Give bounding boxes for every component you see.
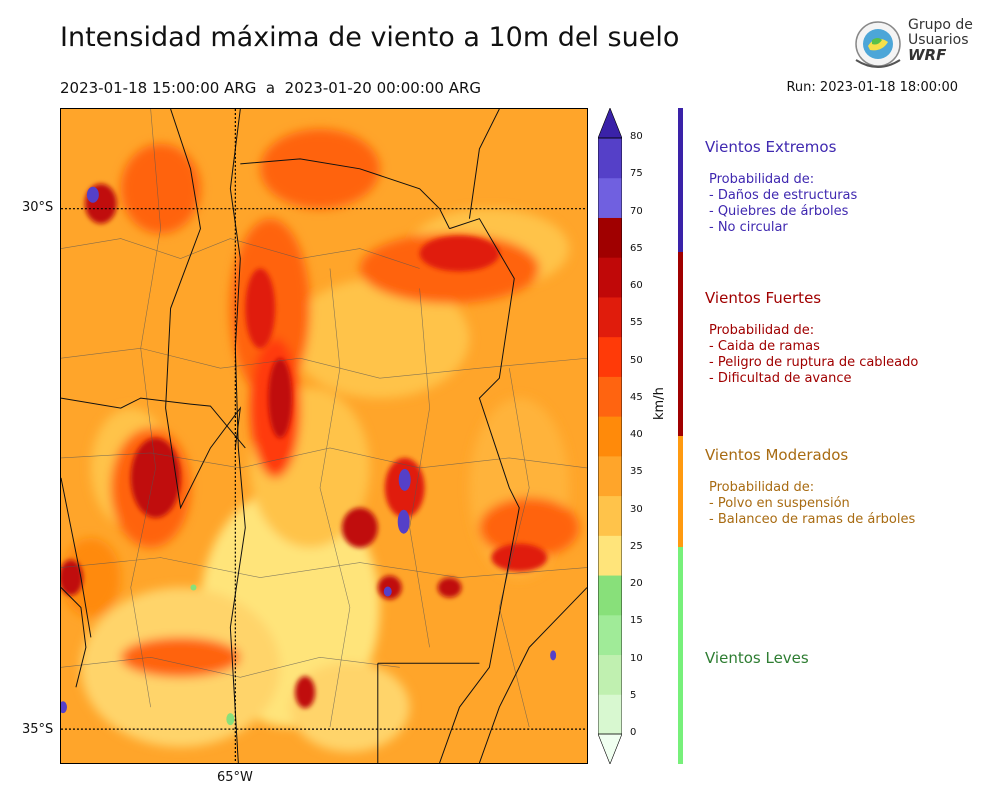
lon-label-65w: 65°W xyxy=(217,770,253,785)
province-borders xyxy=(61,109,587,763)
valid-period: 2023-01-18 15:00:00 ARG a 2023-01-20 00:… xyxy=(60,79,482,97)
colorbar-tick-label: 35 xyxy=(630,466,643,478)
map-title: Intensidad máxima de viento a 10m del su… xyxy=(60,22,680,53)
colorbar-bin xyxy=(598,217,622,258)
wind-map xyxy=(60,108,588,764)
colorbar-tick-label: 0 xyxy=(630,727,637,738)
colorbar xyxy=(598,108,622,764)
category-bar-moderate xyxy=(678,436,683,547)
logo-line-1: Grupo de xyxy=(908,17,973,33)
category-bar-extreme xyxy=(678,108,683,252)
colorbar-tick-label: 10 xyxy=(630,652,643,664)
category-title-extreme: Vientos Extremos xyxy=(705,138,837,156)
colorbar-bin xyxy=(598,733,622,764)
colorbar-bin xyxy=(598,535,622,576)
colorbar-bin xyxy=(598,257,622,298)
colorbar-tick-label: 60 xyxy=(630,280,643,291)
lat-label-35s: 35°S xyxy=(22,722,54,737)
colorbar-bin xyxy=(598,376,622,417)
colorbar-bin xyxy=(598,336,622,377)
desc-line: Probabilidad de: xyxy=(709,323,815,338)
colorbar-tick-label: 45 xyxy=(630,391,643,403)
colorbar-tick-label: 55 xyxy=(630,317,643,329)
graticule xyxy=(61,109,587,763)
desc-line: - Dificultad de avance xyxy=(709,371,852,386)
colorbar-tick-label: 40 xyxy=(630,429,643,440)
colorbar-bin xyxy=(598,177,622,218)
colorbar-tick-label: 20 xyxy=(630,578,643,589)
department-borders xyxy=(61,109,587,728)
lat-label-30s: 30°S xyxy=(22,200,54,215)
colorbar-tick-label: 50 xyxy=(630,354,643,366)
colorbar-tick-label: 25 xyxy=(630,540,643,552)
logo-text: Grupo de Usuarios WRF xyxy=(908,18,973,63)
desc-line: - Quiebres de árboles xyxy=(709,204,849,219)
logo-line-3: WRF xyxy=(908,46,947,64)
desc-line: - Balanceo de ramas de árboles xyxy=(709,512,916,527)
desc-line: - Peligro de ruptura de cableado xyxy=(709,355,919,370)
desc-line: Probabilidad de: xyxy=(709,172,815,187)
colorbar-tick-label: 15 xyxy=(630,615,643,627)
category-bar-light xyxy=(678,547,683,764)
category-desc-strong: Probabilidad de: - Caida de ramas - Peli… xyxy=(709,323,918,387)
logo-line-2: Usuarios xyxy=(908,32,969,48)
colorbar-bin xyxy=(598,694,622,735)
category-desc-moderate: Probabilidad de: - Polvo en suspensión -… xyxy=(709,480,915,528)
wind-field-layer xyxy=(61,128,580,753)
category-title-light: Vientos Leves xyxy=(705,649,809,667)
colorbar-bin xyxy=(598,108,622,139)
desc-line: - Daños de estructuras xyxy=(709,188,858,203)
run-time: Run: 2023-01-18 18:00:00 xyxy=(786,80,958,95)
colorbar-tick-label: 75 xyxy=(630,168,643,180)
desc-line: Probabilidad de: xyxy=(709,480,815,495)
colorbar-tick-label: 5 xyxy=(630,689,637,701)
category-title-moderate: Vientos Moderados xyxy=(705,446,849,464)
colorbar-bin xyxy=(598,296,622,338)
colorbar-bin xyxy=(598,455,622,497)
colorbar-bin xyxy=(598,495,622,536)
colorbar-unit: km/h xyxy=(652,387,667,420)
colorbar-tick-label: 80 xyxy=(630,131,643,142)
wind-maxima-layer xyxy=(61,183,548,709)
colorbar-tick-label: 30 xyxy=(630,503,643,515)
desc-line: - Polvo en suspensión xyxy=(709,496,850,511)
category-title-strong: Vientos Fuertes xyxy=(705,289,822,307)
category-bar-strong xyxy=(678,252,683,436)
wind-extreme-cells xyxy=(61,186,557,726)
colorbar-bin xyxy=(598,654,622,695)
colorbar-bin xyxy=(598,138,622,179)
colorbar-bin xyxy=(598,575,622,616)
desc-line: - Caida de ramas xyxy=(709,339,820,354)
desc-line: - No circular xyxy=(709,220,788,235)
colorbar-bin xyxy=(598,614,622,656)
colorbar-tick-label: 65 xyxy=(630,242,643,254)
colorbar-bin xyxy=(598,416,622,457)
colorbar-tick-label: 70 xyxy=(630,205,643,217)
grupo-wrf-logo xyxy=(855,21,901,68)
category-desc-extreme: Probabilidad de: - Daños de estructuras … xyxy=(709,172,857,236)
